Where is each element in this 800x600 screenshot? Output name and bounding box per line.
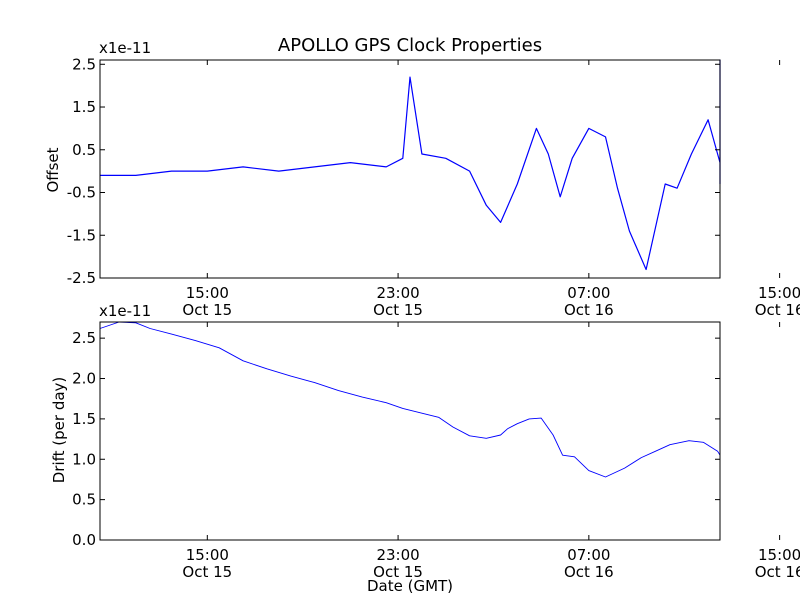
offset-panel-xtick-date-label: Oct 16 — [755, 301, 800, 319]
drift-panel-xtick-date-label: Oct 16 — [564, 563, 614, 581]
offset-panel-xtick-date-label: Oct 16 — [564, 301, 614, 319]
offset-panel-ytick-label: -1.5 — [67, 226, 96, 244]
drift-panel-ytick-label: 0.0 — [72, 531, 96, 549]
offset-axis-label: Offset — [44, 147, 62, 192]
drift-panel-xtick-time-label: 07:00 — [567, 546, 610, 564]
offset-scale-label: x1e-11 — [99, 39, 151, 57]
drift-panel-ytick-label: 0.5 — [72, 491, 96, 509]
drift-panel-xtick-time-label: 15:00 — [758, 546, 800, 564]
chart-title: APOLLO GPS Clock Properties — [278, 35, 542, 56]
offset-panel-xtick-time-label: 23:00 — [376, 284, 419, 302]
drift-panel-plot-area — [100, 322, 720, 540]
offset-panel-ytick-label: -0.5 — [67, 184, 96, 202]
drift-panel-frame — [99, 321, 721, 541]
offset-panel-ytick-label: 1.5 — [72, 98, 96, 116]
offset-panel-xtick-time-label: 15:00 — [186, 284, 229, 302]
offset-panel-ytick-label: -2.5 — [67, 269, 96, 287]
drift-panel-xtick-date-label: Oct 15 — [373, 563, 423, 581]
offset-panel: x1e-11 Offset -2.5 -1.5 -0.5 0.5 1.5 2.5 15:00… — [44, 39, 800, 319]
drift-panel-xtick-date-label: Oct 16 — [755, 563, 800, 581]
drift-panel-ytick-label: 1.5 — [72, 410, 96, 428]
drift-panel-ytick-label: 2.0 — [72, 370, 96, 388]
drift-panel-xtick-time-label: 23:00 — [376, 546, 419, 564]
offset-panel-xtick-time-label: 15:00 — [758, 284, 800, 302]
offset-panel-plot-area — [100, 60, 720, 278]
offset-panel-xtick-date-label: Oct 15 — [182, 301, 232, 319]
drift-scale-label: x1e-11 — [99, 302, 151, 320]
offset-panel-xtick-date-label: Oct 15 — [373, 301, 423, 319]
drift-panel-ytick-label: 1.0 — [72, 450, 96, 468]
drift-panel-xtick-date-label: Oct 15 — [182, 563, 232, 581]
x-axis-label: Date (GMT) — [367, 577, 453, 595]
offset-panel-ytick-label: 2.5 — [72, 55, 96, 73]
offset-panel-frame — [99, 59, 721, 279]
drift-panel-ytick-label: 2.5 — [72, 329, 96, 347]
drift-panel: x1e-11 Drift (per day) 0.0 0.5 1.0 1.5 2.0 2.… — [50, 302, 800, 581]
offset-panel-ytick-label: 0.5 — [72, 141, 96, 159]
drift-panel-xtick-time-label: 15:00 — [186, 546, 229, 564]
drift-axis-label: Drift (per day) — [50, 377, 68, 484]
offset-panel-xtick-time-label: 07:00 — [567, 284, 610, 302]
